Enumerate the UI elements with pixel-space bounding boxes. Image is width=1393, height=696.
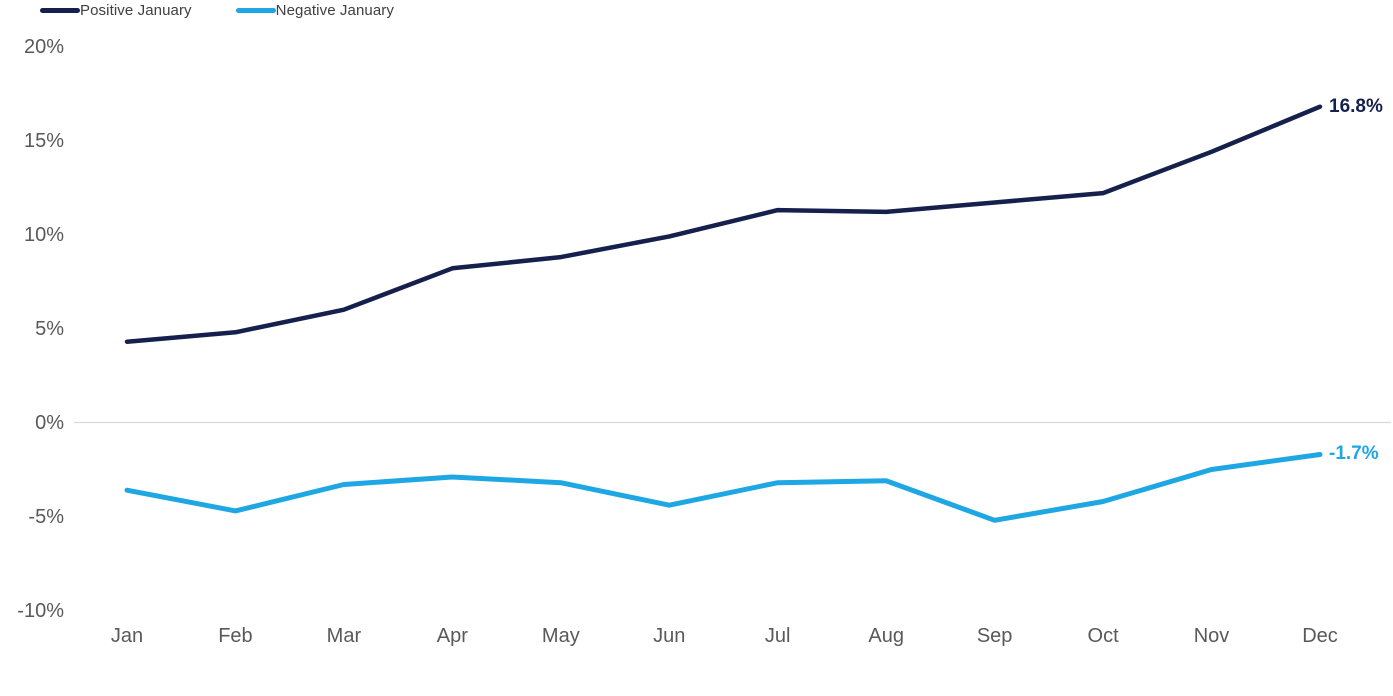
x-axis-month-label-dec: Dec	[1302, 625, 1338, 647]
x-axis-month-label-jan: Jan	[110, 625, 144, 647]
x-axis-month-label-oct: Oct	[1087, 625, 1119, 647]
legend-swatch-positive-january-icon	[40, 8, 80, 13]
legend-swatch-negative-january-icon	[235, 8, 276, 13]
x-axis-month-label-aug: Aug	[868, 625, 904, 647]
x-axis-month-label-jun: Jun	[653, 625, 686, 647]
y-axis-tick-label-20pct: 20%	[23, 35, 64, 58]
y-axis-tick-label-10pct: 10%	[23, 223, 64, 246]
series-line-positive-january	[124, 104, 1323, 344]
x-axis-month-label-jul: Jul	[764, 625, 791, 647]
legend-item-negative-january: Negative January	[235, 2, 394, 19]
y-axis-tick-label--5pct: -5%	[28, 505, 64, 528]
x-axis-month-label-nov: Nov	[1193, 625, 1230, 647]
legend-label-negative-january: Negative January	[275, 2, 394, 19]
x-axis-month-label-may: May	[541, 625, 580, 647]
y-axis-tick-label-5pct: 5%	[35, 317, 64, 340]
x-axis-month-label-apr: Apr	[436, 625, 468, 647]
x-axis-month-label-feb: Feb	[218, 625, 253, 647]
legend-label-positive-january: Positive January	[80, 2, 192, 19]
series-end-label-positive-january: 16.8%	[1329, 95, 1383, 117]
y-axis-tick-label-0pct: 0%	[35, 411, 64, 434]
y-axis-tick-label-15pct: 15%	[23, 129, 64, 152]
y-axis-tick-label--10pct: -10%	[17, 599, 64, 622]
series-end-label-negative-january: -1.7%	[1329, 443, 1379, 465]
legend-item-positive-january: Positive January	[40, 2, 192, 19]
x-axis-month-label-mar: Mar	[326, 625, 362, 647]
legend: Positive January Negative January	[40, 2, 438, 19]
series-line-negative-january	[124, 452, 1323, 523]
x-axis-month-label-sep: Sep	[976, 625, 1013, 647]
